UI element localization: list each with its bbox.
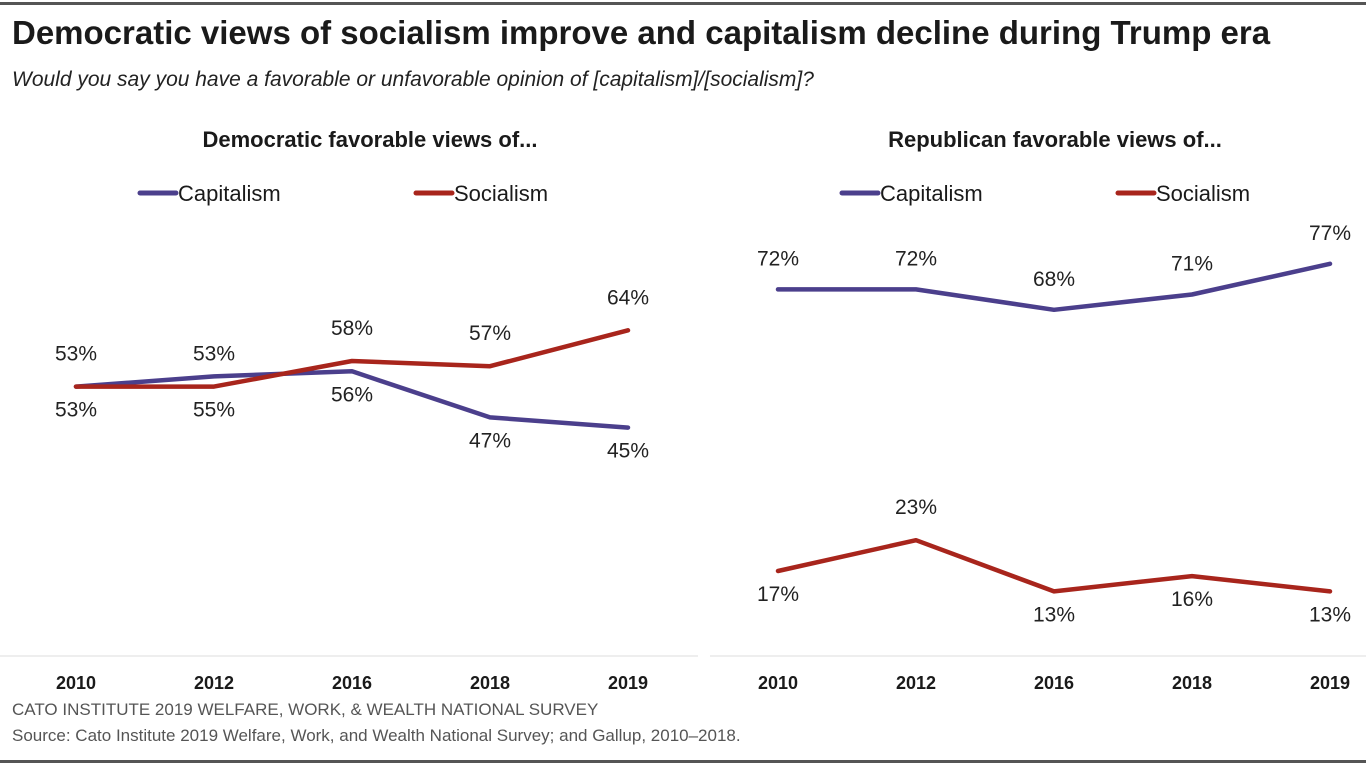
dem-x-tick-2019: 2019: [608, 673, 648, 693]
dem-label-capitalism-2016: 56%: [331, 383, 373, 406]
dem-label-capitalism-2019: 45%: [607, 440, 649, 463]
rep-label-socialism-2010: 17%: [757, 583, 799, 606]
rep-label-capitalism-2012: 72%: [895, 247, 937, 270]
dem-label-capitalism-2010: 53%: [55, 399, 97, 422]
dem-x-tick-2012: 2012: [194, 673, 234, 693]
dem-legend-label-socialism: Socialism: [454, 181, 548, 206]
top-border: [0, 2, 1366, 5]
chart-title: Democratic views of socialism improve an…: [12, 14, 1271, 51]
rep-x-tick-2019: 2019: [1310, 673, 1350, 693]
chart-subtitle: Would you say you have a favorable or un…: [12, 68, 814, 91]
source-line-1: CATO INSTITUTE 2019 WELFARE, WORK, & WEA…: [12, 700, 599, 719]
dem-x-tick-2018: 2018: [470, 673, 510, 693]
dem-label-socialism-2012: 55%: [193, 399, 235, 422]
bottom-border: [0, 760, 1366, 763]
dem-label-socialism-2016: 58%: [331, 317, 373, 340]
rep-label-capitalism-2018: 71%: [1171, 252, 1213, 275]
rep-x-tick-2012: 2012: [896, 673, 936, 693]
rep-x-tick-2018: 2018: [1172, 673, 1212, 693]
rep-label-capitalism-2016: 68%: [1033, 268, 1075, 291]
dem-x-tick-2016: 2016: [332, 673, 372, 693]
source-line-2: Source: Cato Institute 2019 Welfare, Wor…: [12, 726, 741, 745]
rep-x-tick-2016: 2016: [1034, 673, 1074, 693]
rep-legend-label-capitalism: Capitalism: [880, 181, 983, 206]
dem-label-socialism-2018: 57%: [469, 322, 511, 345]
rep-legend-label-socialism: Socialism: [1156, 181, 1250, 206]
dem-x-tick-2010: 2010: [56, 673, 96, 693]
rep-label-socialism-2018: 16%: [1171, 588, 1213, 611]
dem-legend-label-capitalism: Capitalism: [178, 181, 281, 206]
rep-label-socialism-2012: 23%: [895, 496, 937, 519]
rep-label-capitalism-2019: 77%: [1309, 222, 1351, 245]
dem-label-socialism-2019: 64%: [607, 286, 649, 309]
rep-panel-title: Republican favorable views of...: [888, 127, 1222, 152]
dem-line-capitalism: [73, 369, 631, 430]
rep-line-socialism: [775, 537, 1333, 594]
rep-x-tick-2010: 2010: [758, 673, 798, 693]
dem-label-socialism-2010: 53%: [55, 343, 97, 366]
rep-line-capitalism: [775, 261, 1333, 313]
dem-line-socialism: [73, 328, 631, 389]
rep-label-socialism-2016: 13%: [1033, 603, 1075, 626]
dem-label-capitalism-2012: 53%: [193, 342, 235, 365]
dem-label-capitalism-2018: 47%: [469, 429, 511, 452]
dem-panel-title: Democratic favorable views of...: [202, 127, 537, 152]
rep-label-capitalism-2010: 72%: [757, 247, 799, 270]
rep-label-socialism-2019: 13%: [1309, 603, 1351, 626]
